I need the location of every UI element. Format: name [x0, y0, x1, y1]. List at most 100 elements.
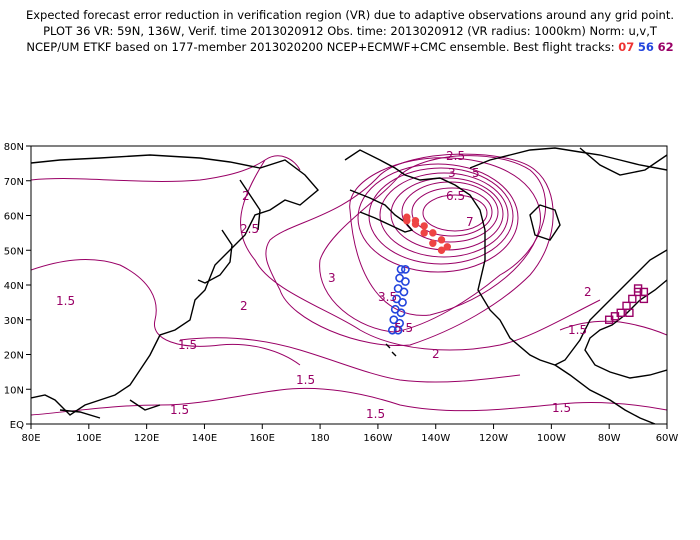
track-id-red: 07	[618, 40, 635, 54]
contour-label: 1.5	[178, 338, 197, 352]
contour-label: 1.5	[170, 403, 189, 417]
contour-label: 7	[466, 215, 474, 229]
flight-track-point	[437, 236, 446, 244]
contour-label: 1.5	[366, 407, 385, 421]
contour-label: 5.5	[394, 321, 413, 335]
contour-ring-7	[422, 194, 488, 232]
track-id-purple: 62	[657, 40, 674, 54]
lat-tick-label: 40N	[4, 281, 24, 292]
coast-hawaii	[385, 343, 397, 357]
contour-ring-2-5	[265, 153, 554, 347]
lon-tick-label: 160E	[250, 433, 275, 444]
coast-indonesia	[59, 399, 161, 419]
title-line-1: Expected forecast error reduction in ver…	[25, 8, 675, 22]
contour-ring-5	[379, 172, 509, 258]
contour-1-5-mid	[179, 337, 521, 383]
contour-label: 1.5	[568, 323, 587, 337]
map-frame	[30, 145, 668, 425]
coast-us-east	[584, 279, 667, 379]
contour-label: 3.5	[378, 290, 397, 304]
flight-track-point	[420, 229, 428, 237]
coast-greenland	[579, 147, 667, 176]
contour-label: 6.5	[446, 189, 465, 203]
coast-central-america	[554, 364, 656, 424]
lat-tick-label: 60N	[4, 212, 24, 223]
contour-label: 2.5	[446, 149, 465, 163]
title-line-3: NCEP/UM ETKF based on 177-member 2013020…	[0, 40, 700, 54]
flight-track-62	[604, 284, 649, 324]
contour-label: 1.5	[552, 401, 571, 415]
track-id-blue: 56	[637, 40, 654, 54]
flight-track-point	[437, 246, 446, 254]
flight-track-point	[429, 229, 437, 237]
flight-track-point	[396, 264, 406, 274]
flight-track-point	[403, 217, 411, 225]
contour-ring-3	[319, 155, 546, 333]
flight-track-point	[622, 301, 631, 311]
lon-tick-label: 140W	[421, 433, 450, 444]
flight-track-point	[411, 220, 420, 228]
contour-1-5-east	[559, 320, 667, 336]
contour-label: 5	[472, 166, 480, 180]
contour-label: 2	[240, 299, 248, 313]
lon-tick-label: 140E	[192, 433, 217, 444]
contour-label: 1.5	[56, 294, 75, 308]
axis-labels: 80E 100E 120E 140E 160E 180 160W 140W 120W 100W 80…	[4, 142, 679, 444]
flight-track-56	[387, 264, 410, 335]
lon-tick-label: 100W	[537, 433, 566, 444]
lon-tick-label: 120E	[134, 433, 159, 444]
flight-track-point	[625, 308, 634, 317]
flight-track-point	[399, 287, 409, 297]
contour-label: 2	[584, 285, 592, 299]
contour-ring-6-5	[411, 187, 493, 237]
contour-ring-3-5	[349, 157, 541, 316]
lon-tick-label: 180	[311, 433, 330, 444]
contour-label: 2	[242, 189, 250, 203]
coast-sea-of-okhotsk	[239, 179, 261, 231]
coast-north-america	[344, 149, 667, 366]
contour-label: 2	[432, 347, 440, 361]
contour-label: 3	[448, 166, 456, 180]
lat-tick-label: 10N	[4, 385, 24, 396]
flight-tracks	[387, 213, 649, 335]
contour-ring-4	[357, 163, 519, 273]
flight-track-point	[400, 264, 410, 274]
flight-track-point	[429, 239, 437, 248]
flight-track-point	[400, 277, 410, 286]
coast-alaska	[349, 189, 414, 233]
title-line-3-prefix: NCEP/UM ETKF based on 177-member 2013020…	[26, 40, 615, 54]
contour-label: 3	[328, 271, 336, 285]
contour-1-5-south	[31, 387, 667, 416]
lon-tick-label: 160W	[363, 433, 392, 444]
lon-tick-label: 100E	[76, 433, 101, 444]
lon-tick-label: 60W	[656, 433, 679, 444]
contour-labels: 2.5 3 5 6.5 7 2 2.5 3 3.5 5.5 1.5 2 1.5 …	[56, 149, 592, 421]
coast-arctic-canada	[469, 147, 667, 171]
lat-tick-label: 50N	[4, 246, 24, 257]
axis-ticks	[26, 145, 668, 429]
coast-asia	[31, 154, 319, 416]
flight-track-point	[387, 325, 397, 335]
lon-tick-label: 80E	[21, 433, 40, 444]
coast-japan	[197, 229, 233, 284]
flight-track-point	[398, 297, 407, 307]
flight-track-07	[403, 213, 451, 254]
lat-tick-label: EQ	[10, 420, 24, 431]
contour-2	[31, 155, 601, 351]
contour-label: 1.5	[296, 373, 315, 387]
title-line-2: PLOT 36 VR: 59N, 136W, Verif. time 20130…	[43, 24, 657, 38]
coastlines	[31, 147, 667, 424]
contour-1-5-west	[31, 259, 301, 366]
lon-tick-label: 80W	[598, 433, 621, 444]
lat-tick-label: 20N	[4, 351, 24, 362]
lat-tick-label: 80N	[4, 142, 24, 153]
flight-track-point	[420, 222, 428, 230]
flight-track-point	[628, 294, 637, 304]
flight-track-point	[616, 308, 625, 317]
flight-track-point	[443, 243, 451, 251]
contour-label: 2.5	[240, 222, 259, 236]
coast-hudson-bay	[529, 204, 561, 241]
flight-track-point	[639, 294, 649, 304]
flight-track-point	[396, 308, 406, 318]
